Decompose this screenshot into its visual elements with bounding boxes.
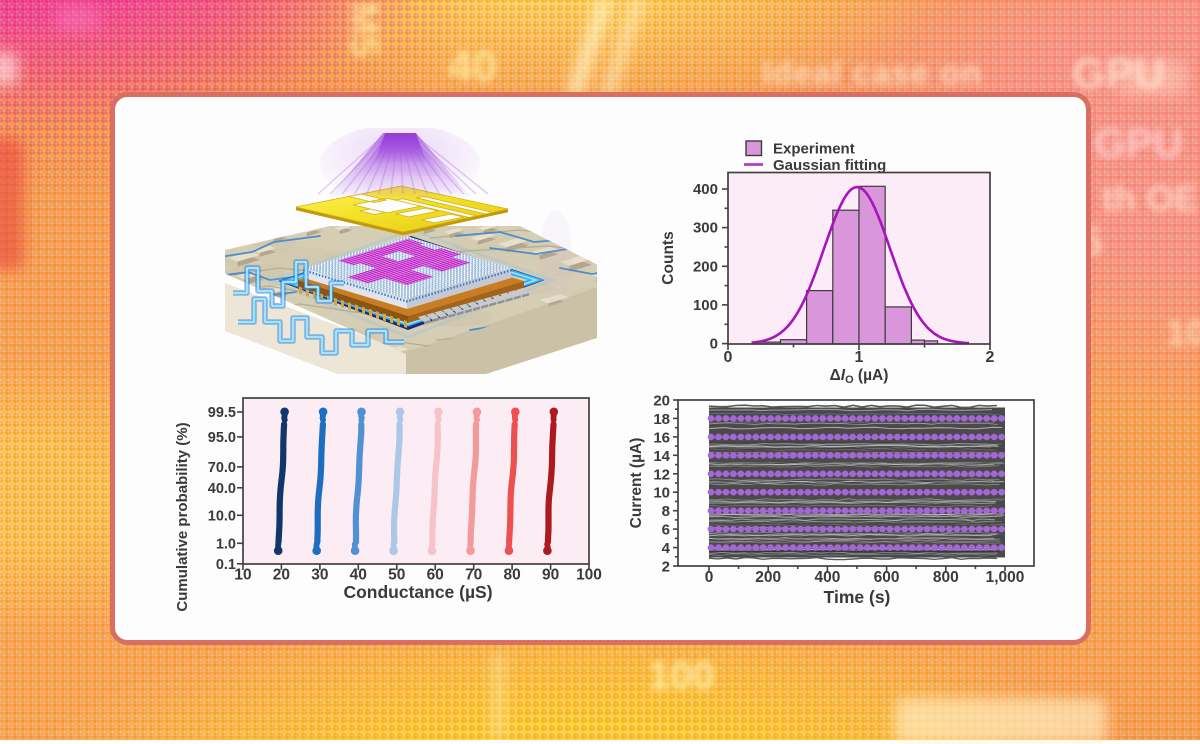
svg-text:Time (s): Time (s) [824, 587, 891, 607]
svg-text:0.1: 0.1 [216, 557, 236, 573]
svg-text:70.0: 70.0 [208, 460, 236, 476]
svg-text:1,000: 1,000 [986, 569, 1025, 586]
svg-text:80: 80 [503, 567, 520, 584]
svg-text:2: 2 [986, 349, 995, 366]
svg-text:1.0: 1.0 [216, 536, 236, 552]
svg-text:16: 16 [653, 429, 670, 446]
svg-text:Cumulative probability (%): Cumulative probability (%) [174, 422, 191, 611]
svg-text:ΔIO (µA): ΔIO (µA) [830, 367, 889, 386]
svg-text:8: 8 [662, 503, 670, 520]
svg-text:10.0: 10.0 [208, 508, 236, 524]
svg-text:90: 90 [542, 567, 559, 584]
svg-text:40.0: 40.0 [208, 481, 236, 497]
svg-text:Current (µA): Current (µA) [628, 438, 645, 529]
svg-text:Conductance (µS): Conductance (µS) [343, 582, 492, 602]
svg-text:Experiment: Experiment [773, 141, 855, 158]
svg-text:0: 0 [710, 336, 718, 353]
svg-text:99.5: 99.5 [208, 405, 236, 421]
svg-text:2: 2 [662, 559, 670, 576]
svg-text:800: 800 [933, 569, 959, 586]
svg-text:18: 18 [653, 411, 670, 428]
svg-text:60: 60 [427, 567, 444, 584]
svg-text:20: 20 [653, 393, 670, 410]
svg-text:14: 14 [653, 448, 670, 465]
svg-text:200: 200 [693, 258, 718, 275]
svg-text:400: 400 [814, 569, 840, 586]
svg-text:200: 200 [755, 569, 781, 586]
svg-text:0: 0 [724, 349, 733, 366]
svg-text:10: 10 [234, 567, 251, 584]
svg-text:300: 300 [693, 220, 718, 237]
svg-text:100: 100 [693, 297, 718, 314]
svg-text:0: 0 [705, 569, 714, 586]
svg-text:400: 400 [693, 181, 718, 198]
svg-text:6: 6 [662, 522, 670, 539]
svg-text:40: 40 [350, 567, 367, 584]
svg-text:50: 50 [388, 567, 405, 584]
svg-text:Gaussian fitting: Gaussian fitting [773, 157, 886, 174]
svg-text:4: 4 [662, 540, 671, 557]
svg-text:30: 30 [311, 567, 328, 584]
svg-text:10: 10 [653, 485, 670, 502]
svg-text:12: 12 [653, 466, 670, 483]
svg-text:600: 600 [874, 569, 900, 586]
svg-text:Counts: Counts [660, 231, 677, 284]
svg-text:20: 20 [273, 567, 290, 584]
svg-text:95.0: 95.0 [208, 430, 236, 446]
svg-text:70: 70 [465, 567, 482, 584]
svg-text:100: 100 [576, 567, 602, 584]
svg-text:1: 1 [855, 349, 864, 366]
